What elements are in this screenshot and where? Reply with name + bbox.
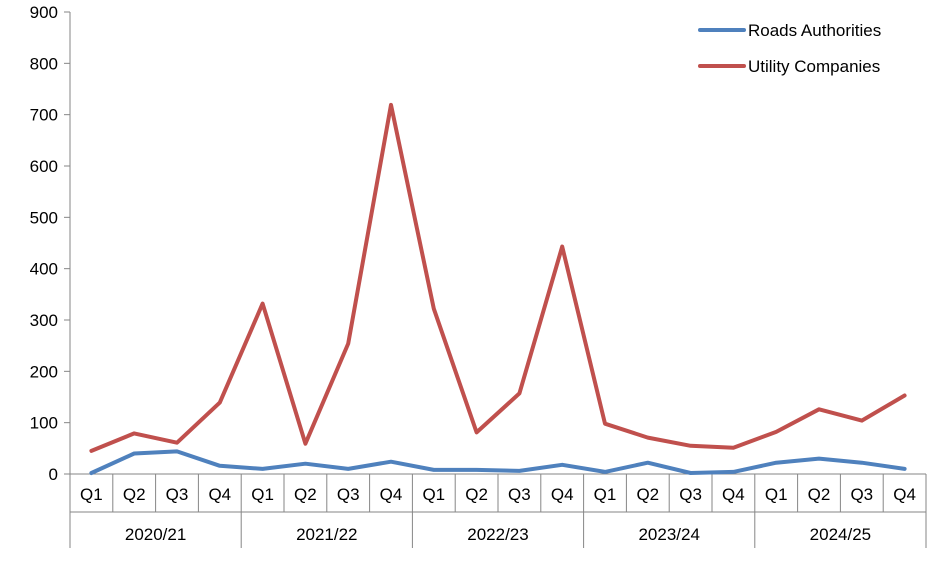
x-group-label: 2021/22: [296, 525, 357, 544]
x-tick-label: Q1: [422, 485, 445, 504]
x-tick-label: Q4: [380, 485, 403, 504]
legend-label: Roads Authorities: [748, 21, 881, 40]
x-tick-label: Q1: [251, 485, 274, 504]
x-group-label: 2024/25: [810, 525, 871, 544]
x-group-label: 2022/23: [467, 525, 528, 544]
series-lines: [89, 102, 907, 475]
x-tick-label: Q3: [850, 485, 873, 504]
x-tick-label: Q2: [465, 485, 488, 504]
x-tick-label: Q4: [893, 485, 916, 504]
legend: Roads Authorities Utility Companies: [698, 21, 881, 76]
y-tick-label: 800: [30, 54, 58, 73]
x-tick-label: Q4: [551, 485, 574, 504]
y-tick-label: 0: [49, 465, 58, 484]
y-tick-label: 300: [30, 311, 58, 330]
y-tick-label: 600: [30, 157, 58, 176]
x-tick-label: Q2: [808, 485, 831, 504]
x-tick-label: Q4: [208, 485, 231, 504]
legend-label: Utility Companies: [748, 57, 880, 76]
x-tick-label: Q2: [123, 485, 146, 504]
x-group-label: 2023/24: [638, 525, 699, 544]
x-tick-label: Q1: [765, 485, 788, 504]
x-tick-label: Q3: [337, 485, 360, 504]
x-axis-tick-labels: Q1 Q2 Q3 Q4 Q1 Q2 Q3 Q4 Q1 Q2 Q3 Q4 Q1 Q2 Q3 Q4 Q1 Q2 Q3 Q4: [80, 485, 916, 504]
x-tick-label: Q3: [679, 485, 702, 504]
y-tick-label: 500: [30, 208, 58, 227]
y-tick-label: 100: [30, 414, 58, 433]
x-tick-label: Q3: [166, 485, 189, 504]
x-tick-label: Q1: [80, 485, 103, 504]
x-tick-label: Q2: [636, 485, 659, 504]
x-tick-label: Q1: [594, 485, 617, 504]
y-tick-label: 900: [30, 3, 58, 22]
x-tick-label: Q4: [722, 485, 745, 504]
x-axis-group-labels: 2020/21 2021/22 2022/23 2023/24 2024/25: [125, 525, 871, 544]
x-group-label: 2020/21: [125, 525, 186, 544]
x-tick-label: Q3: [508, 485, 531, 504]
y-tick-label: 400: [30, 260, 58, 279]
y-tick-label: 200: [30, 362, 58, 381]
y-tick-label: 700: [30, 106, 58, 125]
x-tick-label: Q2: [294, 485, 317, 504]
series-line-roads-authorities: [89, 449, 907, 475]
axes: [64, 11, 927, 548]
series-line-utility-companies: [89, 102, 907, 453]
y-axis-tick-labels: 0 100 200 300 400 500 600 700 800 900: [30, 3, 58, 484]
